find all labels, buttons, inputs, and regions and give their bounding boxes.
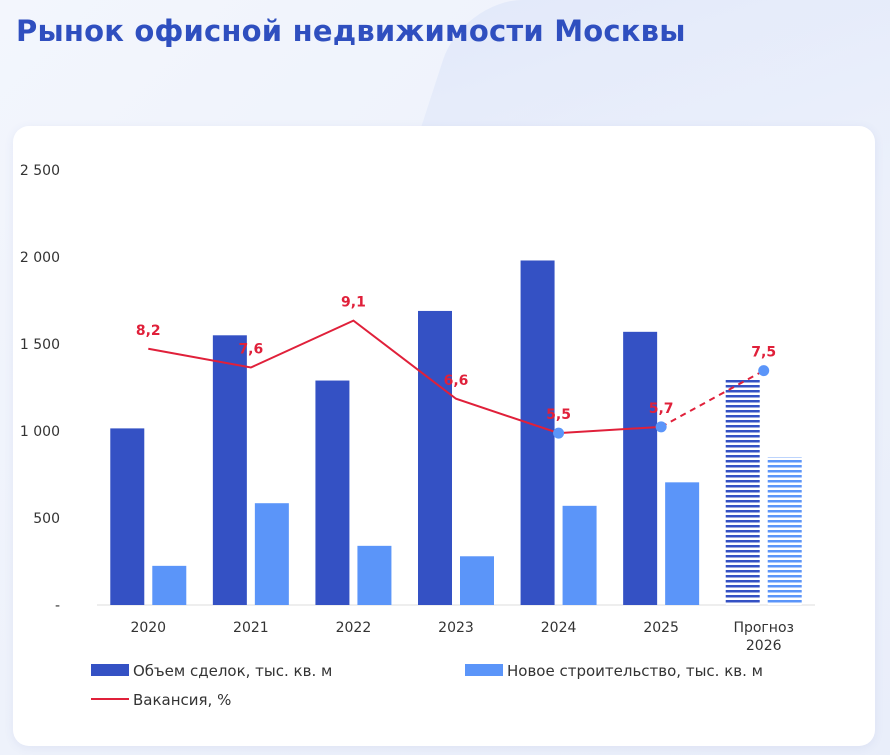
- x-tick-label: 2020: [130, 620, 166, 636]
- legend-label-vacancy: Вакансия, %: [133, 691, 231, 709]
- vacancy-data-label: 6,6: [444, 373, 469, 389]
- x-axis: 2020 2021 2022 2023 2024 2025 Прогноз 2026: [130, 620, 793, 654]
- legend: Объем сделок, тыс. кв. м Новое строительс…: [91, 662, 763, 709]
- bar-construction: [254, 503, 289, 605]
- bar-deals: [725, 378, 760, 605]
- vacancy-marker: [655, 421, 667, 433]
- y-tick-label: 500: [33, 511, 60, 527]
- x-tick-label: 2025: [643, 620, 679, 636]
- x-tick-label: 2023: [438, 620, 474, 636]
- vacancy-data-label: 8,2: [136, 323, 161, 339]
- vacancy-data-label: 5,7: [649, 401, 674, 417]
- vacancy-data-label: 7,5: [751, 345, 776, 361]
- x-tick-label-line: 2023: [438, 620, 474, 636]
- bar-construction: [152, 565, 187, 605]
- vacancy-line-solid: [148, 319, 662, 435]
- x-tick-label-line: 2020: [130, 620, 166, 636]
- y-tick-label: 1 000: [20, 424, 60, 440]
- page-title: Рынок офисной недвижимости Москвы: [16, 14, 686, 48]
- x-tick-label-line: Прогноз: [733, 620, 794, 636]
- x-tick-label: 2022: [336, 620, 372, 636]
- y-tick-label: 2 000: [20, 250, 60, 266]
- x-tick-label-line: 2026: [746, 638, 782, 654]
- x-tick-label-line: 2022: [336, 620, 372, 636]
- legend-swatch-construction: [465, 664, 503, 676]
- vacancy-marker: [553, 427, 565, 439]
- bars: [110, 260, 802, 605]
- bar-construction: [665, 482, 700, 605]
- bar-deals: [315, 380, 350, 605]
- y-tick-label: -: [55, 598, 60, 614]
- vacancy-marker: [758, 365, 770, 377]
- vacancy-line-forecast: [660, 369, 765, 428]
- vacancy-line: 8,2 7,6 9,1 6,6 5,5 5,7 7,5: [136, 295, 776, 439]
- y-tick-label: 2 500: [20, 163, 60, 179]
- bar-construction: [460, 556, 494, 605]
- legend-label-construction: Новое строительство, тыс. кв. м: [507, 662, 763, 680]
- x-tick-label-line: 2024: [541, 620, 577, 636]
- vacancy-data-label: 7,6: [238, 342, 263, 358]
- bar-construction: [357, 545, 392, 605]
- bar-construction: [767, 457, 802, 605]
- bar-construction: [562, 505, 597, 605]
- y-tick-label: 1 500: [20, 337, 60, 353]
- legend-swatch-deals: [91, 664, 129, 676]
- bar-deals: [623, 331, 658, 605]
- bar-deals: [110, 428, 145, 605]
- x-tick-label: 2024: [541, 620, 577, 636]
- x-tick-label: Прогноз 2026: [733, 620, 794, 654]
- vacancy-data-label: 9,1: [341, 295, 366, 311]
- x-tick-label-line: 2025: [643, 620, 679, 636]
- bar-deals: [418, 310, 452, 605]
- vacancy-data-label: 5,5: [546, 407, 571, 423]
- bar-deals: [212, 335, 247, 605]
- x-tick-label-line: 2021: [233, 620, 269, 636]
- legend-label-deals: Объем сделок, тыс. кв. м: [133, 662, 332, 680]
- bar-deals: [520, 260, 555, 605]
- x-tick-label: 2021: [233, 620, 269, 636]
